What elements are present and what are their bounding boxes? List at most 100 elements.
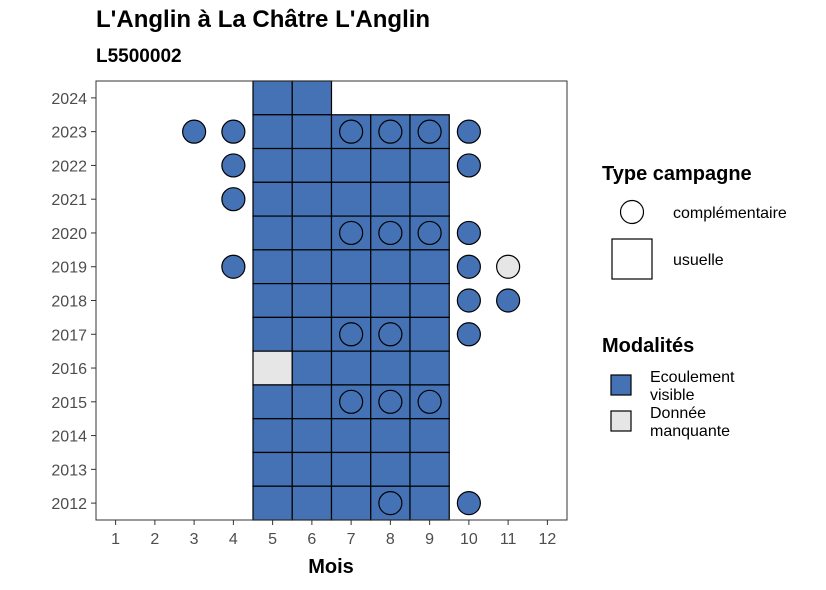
complementaire-point-2015-9 [417,389,442,414]
complementaire-point-2012-10 [456,491,481,516]
usuelle-cell-2016-9 [409,350,450,386]
complementaire-point-2018-10 [456,288,481,313]
usuelle-cell-2021-7 [330,181,372,217]
x-tick-label-3: 3 [190,531,199,548]
usuelle-cell-2023-6 [291,114,333,150]
usuelle-cell-2022-7 [330,147,372,183]
complementaire-point-2023-7 [339,119,364,144]
usuelle-cell-2012-9 [409,485,450,521]
complementaire-point-2023-3 [182,119,207,144]
usuelle-cell-2023-5 [252,114,293,150]
y-tick-label-2022: 2022 [51,158,87,175]
complementaire-point-2017-10 [456,322,481,347]
legend-label-line: manquante [650,423,730,440]
usuelle-cell-2014-7 [330,418,372,454]
usuelle-cell-2019-7 [330,249,372,285]
usuelle-cell-2019-8 [370,249,411,285]
legend-key-complementaire [619,199,645,225]
x-tick-label-12: 12 [538,531,556,548]
usuelle-cell-2021-5 [252,181,293,217]
complementaire-point-2020-9 [417,220,442,246]
usuelle-cell-2021-6 [291,181,333,217]
x-tick-label-8: 8 [386,531,395,548]
complementaire-point-2023-10 [456,119,481,144]
x-tick-label-1: 1 [111,531,120,548]
complementaire-point-2017-7 [339,322,364,347]
usuelle-cell-2021-9 [409,181,450,217]
legend-label-line: Donnée [650,405,706,422]
legend-key-modalite-0 [610,374,632,396]
usuelle-cell-2021-8 [370,181,411,217]
usuelle-cell-2017-9 [409,316,450,352]
complementaire-point-2012-8 [378,491,403,516]
legend-label-line: visible [650,387,695,404]
y-tick-label-2015: 2015 [51,395,87,412]
legend-key-modalite-1 [610,410,632,432]
complementaire-point-2017-8 [378,322,403,347]
complementaire-point-2019-4 [221,254,246,279]
legend-key-usuelle [611,238,653,280]
usuelle-cell-2022-9 [409,147,450,183]
x-tick-label-5: 5 [268,531,277,548]
complementaire-point-2020-10 [456,220,481,246]
complementaire-point-2015-7 [339,389,364,414]
complementaire-point-2018-11 [496,288,521,313]
complementaire-point-2019-10 [456,254,481,279]
usuelle-cell-2012-7 [330,485,372,521]
complementaire-point-2022-10 [456,153,481,178]
usuelle-cell-2022-8 [370,147,411,183]
y-tick-label-2019: 2019 [51,260,87,277]
x-tick-label-4: 4 [229,531,238,548]
usuelle-cell-2022-6 [291,147,333,183]
complementaire-layer [182,119,521,516]
usuelle-cell-2019-6 [291,249,333,285]
usuelle-cell-2020-5 [252,215,293,251]
usuelle-cell-2024-6 [291,80,333,116]
y-tick-label-2024: 2024 [51,91,87,108]
usuelle-cell-2022-5 [252,147,293,183]
usuelle-cell-2013-5 [252,451,293,487]
x-axis-title: Mois [308,556,354,578]
usuelle-cell-2013-7 [330,451,372,487]
usuelle-cell-2013-8 [370,451,411,487]
chart-subtitle: L5500002 [96,46,182,67]
y-tick-label-2023: 2023 [51,125,87,142]
y-tick-label-2018: 2018 [51,294,87,311]
x-tick-label-10: 10 [460,531,478,548]
usuelle-cell-2016-5 [252,350,293,386]
usuelle-cell-2015-5 [252,384,293,420]
usuelle-cell-2018-9 [409,283,450,318]
usuelle-cell-2016-6 [291,350,333,386]
usuelle-cell-2015-6 [291,384,333,420]
usuelle-cell-2012-5 [252,485,293,521]
y-tick-label-2017: 2017 [51,327,87,344]
y-tick-label-2014: 2014 [51,429,87,446]
usuelle-cell-2013-9 [409,451,450,487]
complementaire-point-2023-9 [417,119,442,144]
x-tick-label-11: 11 [500,531,517,548]
legend-title-modalites: Modalités [602,335,694,357]
y-tick-label-2013: 2013 [51,462,87,479]
usuelle-cell-2014-5 [252,418,293,454]
usuelle-cell-2014-6 [291,418,333,454]
x-tick-label-9: 9 [425,531,434,548]
complementaire-point-2022-4 [221,153,246,178]
complementaire-point-2023-4 [221,119,246,144]
usuelle-cell-2019-5 [252,249,293,285]
legend-title-type-campagne: Type campagne [602,163,752,185]
y-tick-label-2012: 2012 [51,496,87,513]
y-axis: 2012 2013 2014 2015 2016 2017 2018 2019 2020 2021… [51,91,96,513]
usuelle-cell-2012-6 [291,485,333,521]
usuelle-cell-2014-9 [409,418,450,454]
x-tick-label-7: 7 [347,531,356,548]
usuelle-cell-2013-6 [291,451,333,487]
usuelle-cell-2018-8 [370,283,411,318]
y-tick-label-2021: 2021 [51,192,87,209]
x-tick-label-2: 2 [150,531,159,548]
chart-title: L'Anglin à La Châtre L'Anglin [96,6,431,33]
complementaire-point-2021-4 [221,187,246,212]
legend-label-usuelle: usuelle [673,252,724,269]
usuelle-cell-2018-5 [252,283,293,318]
usuelle-cell-2018-7 [330,283,372,318]
complementaire-point-2020-8 [378,220,403,246]
